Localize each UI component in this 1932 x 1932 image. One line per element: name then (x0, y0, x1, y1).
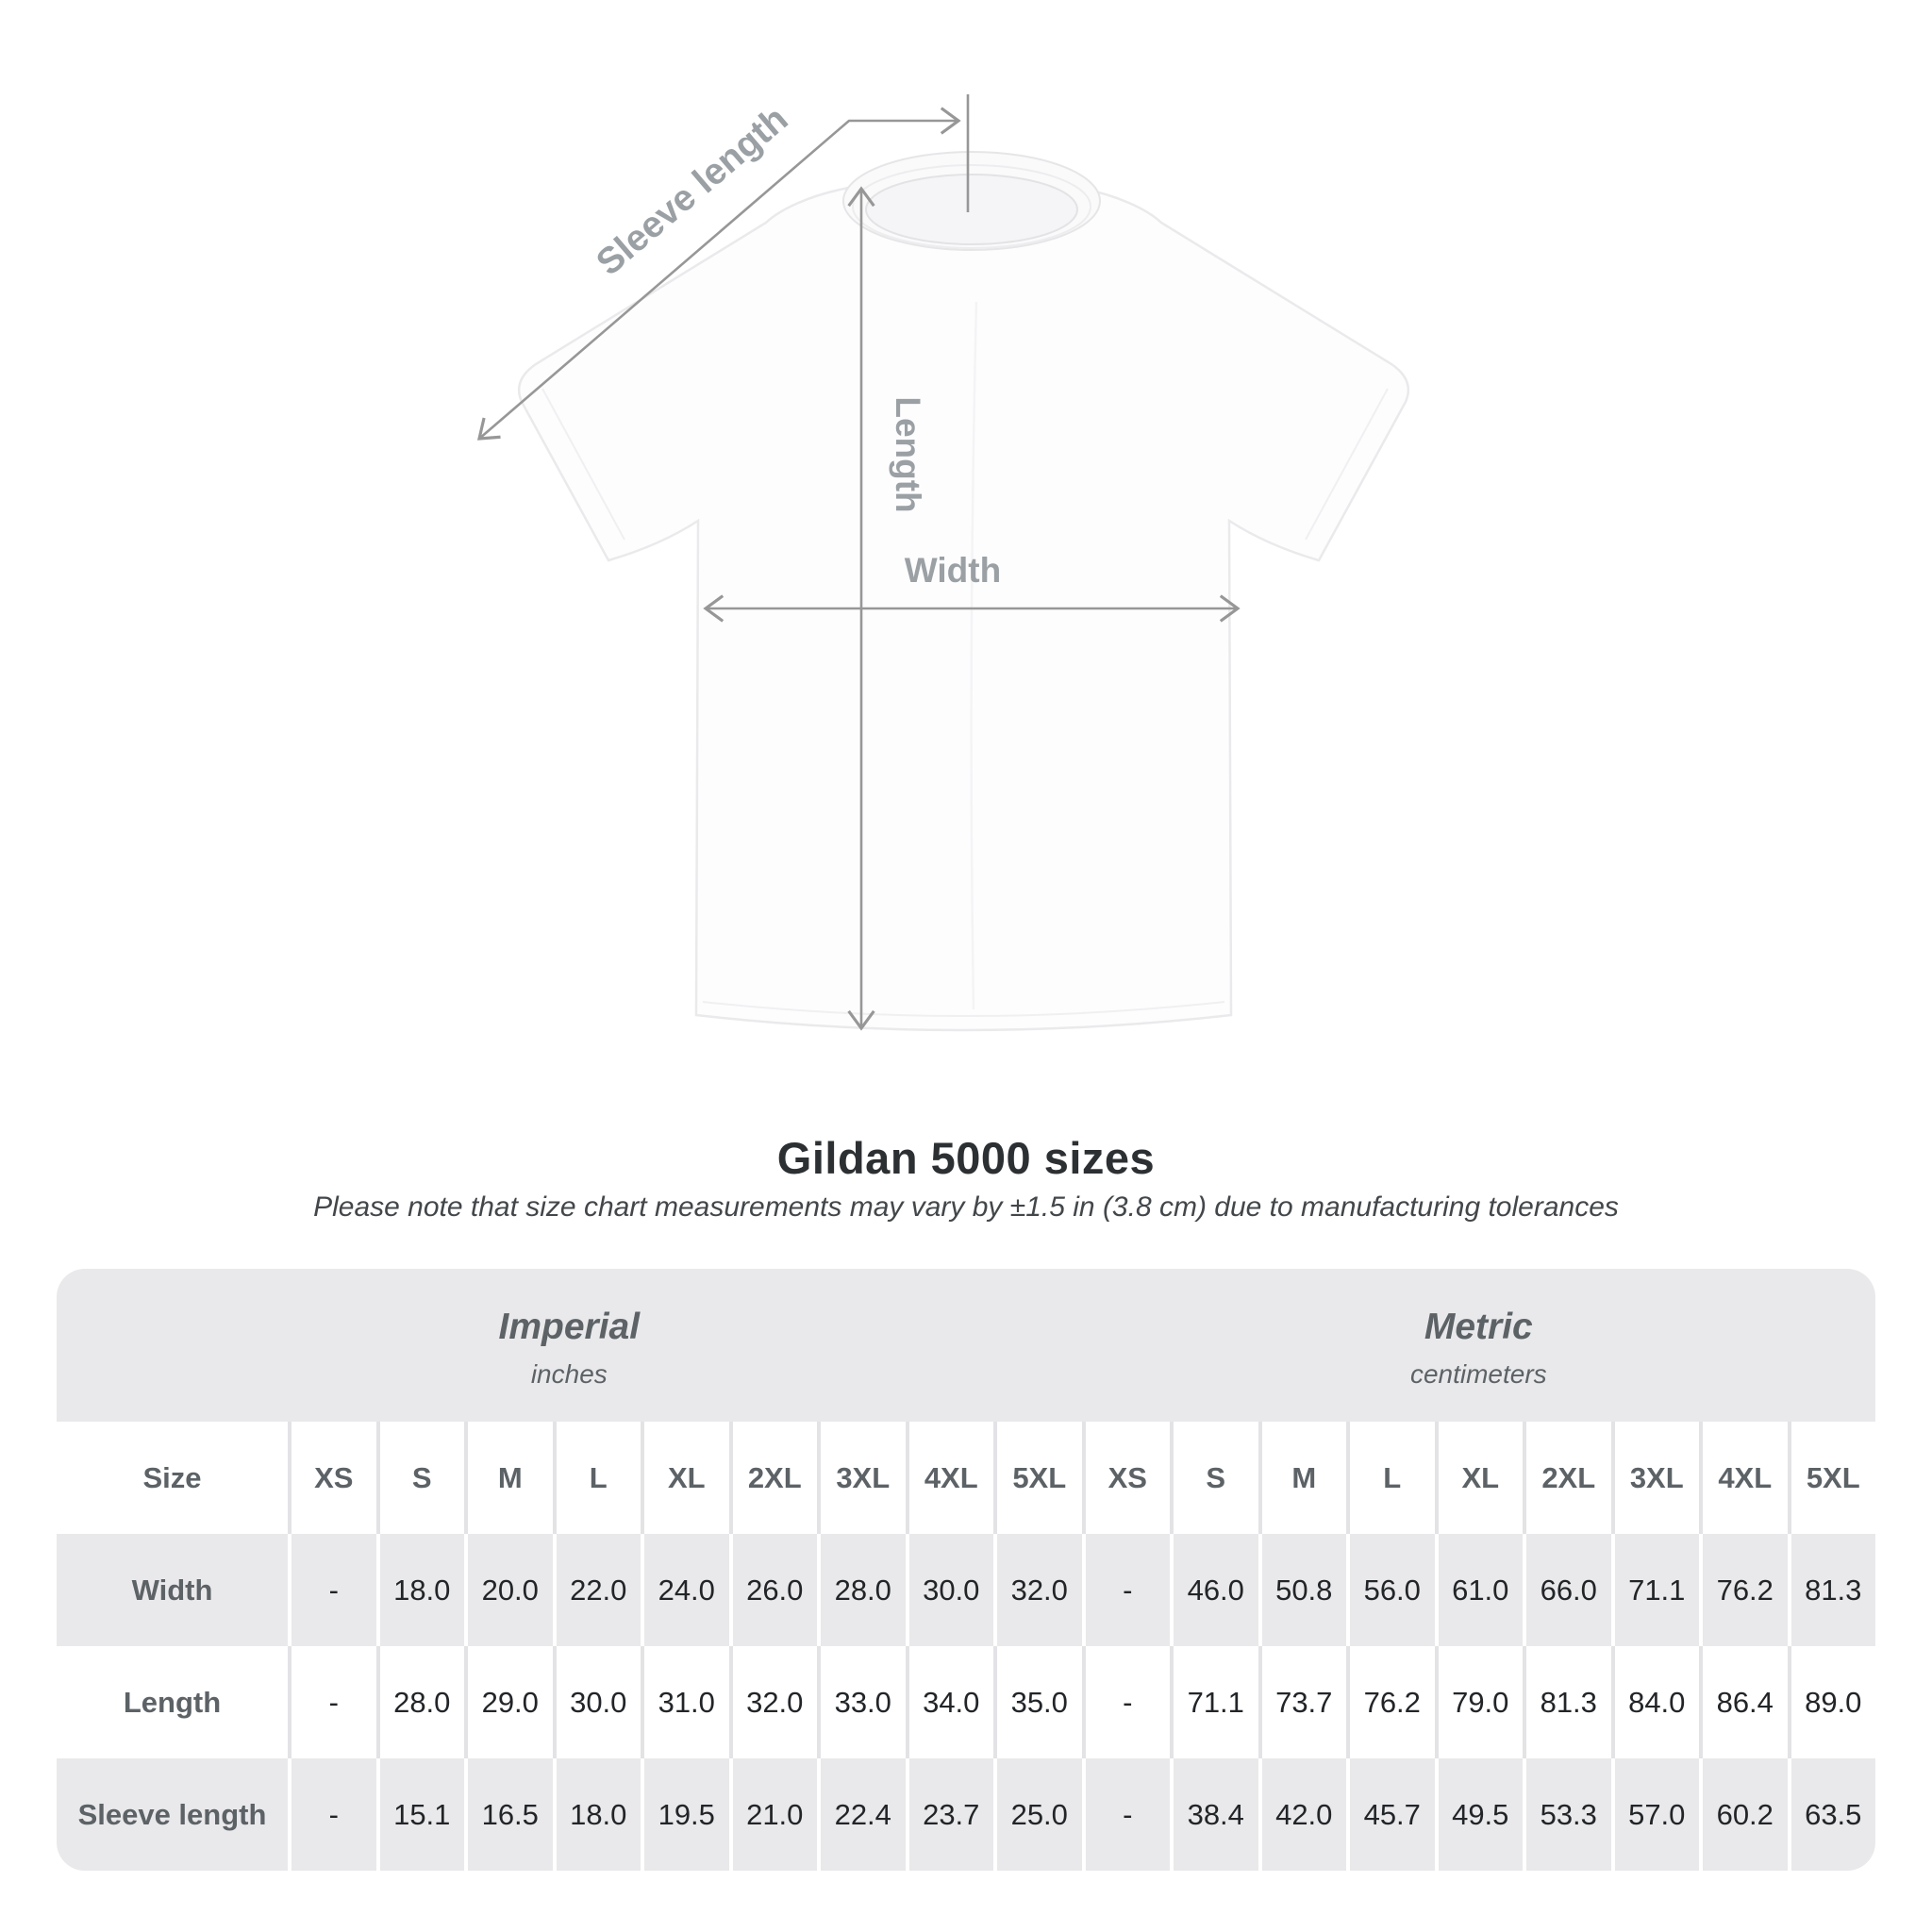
value-cell: 18.0 (375, 1534, 465, 1646)
value-cell: 50.8 (1257, 1534, 1347, 1646)
imperial-unit: inches (530, 1359, 608, 1389)
size-col-header: XS (1081, 1422, 1171, 1534)
collar-inner (865, 174, 1078, 245)
value-cell: 61.0 (1434, 1534, 1524, 1646)
value-cell: 81.3 (1787, 1534, 1876, 1646)
value-cell: 45.7 (1346, 1758, 1435, 1871)
page-title: Gildan 5000 sizes (776, 1133, 1156, 1183)
value-cell: 30.0 (905, 1534, 994, 1646)
value-cell: 30.0 (552, 1646, 641, 1758)
imperial-header: Imperial inches (57, 1269, 1082, 1422)
value-cell: 63.5 (1787, 1758, 1876, 1871)
sleeve-length-arrow (476, 107, 961, 441)
value-cell: - (288, 1758, 376, 1871)
value-cell: 57.0 (1610, 1758, 1700, 1871)
size-col-header: 5XL (1787, 1422, 1876, 1534)
value-cell: 15.1 (375, 1758, 465, 1871)
value-cell: 42.0 (1257, 1758, 1347, 1871)
tshirt-diagram: Sleeve length Length Width (476, 94, 1410, 1032)
tshirt-measurement-figure: Sleeve length Length Width (476, 94, 1410, 1032)
value-cell: 81.3 (1523, 1646, 1611, 1758)
value-cell: 22.0 (552, 1534, 641, 1646)
value-cell: 31.0 (641, 1646, 729, 1758)
value-cell: 35.0 (993, 1646, 1082, 1758)
value-cell: 28.0 (817, 1534, 906, 1646)
value-cell: 20.0 (464, 1534, 553, 1646)
value-cell: 16.5 (464, 1758, 553, 1871)
size-col-header: S (1170, 1422, 1258, 1534)
value-cell: 33.0 (817, 1646, 906, 1758)
size-col-header: XL (641, 1422, 729, 1534)
size-col-header: 3XL (817, 1422, 906, 1534)
value-cell: 76.2 (1699, 1534, 1788, 1646)
value-cell: 18.0 (552, 1758, 641, 1871)
size-header-row: Size XS S M L XL 2XL 3XL 4XL 5XL XS S M … (57, 1422, 1875, 1534)
value-cell: 22.4 (817, 1758, 906, 1871)
size-col-header: 2XL (1523, 1422, 1611, 1534)
value-cell: 76.2 (1346, 1646, 1435, 1758)
size-col-header: 4XL (905, 1422, 994, 1534)
value-cell: - (288, 1534, 376, 1646)
value-cell: 89.0 (1787, 1646, 1876, 1758)
tolerance-note: Please note that size chart measurements… (313, 1191, 1619, 1223)
value-cell: 34.0 (905, 1646, 994, 1758)
size-col-header: M (1257, 1422, 1347, 1534)
size-col-header: L (1346, 1422, 1435, 1534)
unit-header-band: Imperial inches Metric centimeters (57, 1269, 1875, 1422)
row-label: Width (131, 1573, 213, 1607)
value-cell: 32.0 (993, 1534, 1082, 1646)
width-annotation: Width (703, 551, 1241, 623)
size-col-header: M (464, 1422, 553, 1534)
size-col-header: L (552, 1422, 641, 1534)
value-cell: - (1081, 1758, 1171, 1871)
width-label: Width (905, 551, 1001, 590)
value-cell: 49.5 (1434, 1758, 1524, 1871)
value-cell: 32.0 (728, 1646, 818, 1758)
size-col-header: 3XL (1610, 1422, 1700, 1534)
tshirt-silhouette (517, 151, 1410, 1032)
value-cell: 60.2 (1699, 1758, 1788, 1871)
row-label: Length (123, 1685, 222, 1719)
value-cell: 56.0 (1346, 1534, 1435, 1646)
size-col-header: 4XL (1699, 1422, 1788, 1534)
table-row-width: Width - 18.0 20.0 22.0 24.0 26.0 28.0 30… (57, 1534, 1875, 1646)
size-header-cell: Size (142, 1460, 202, 1494)
size-col-header: 5XL (993, 1422, 1082, 1534)
value-cell: - (288, 1646, 376, 1758)
value-cell: 24.0 (641, 1534, 729, 1646)
value-cell: 38.4 (1170, 1758, 1258, 1871)
value-cell: 79.0 (1434, 1646, 1524, 1758)
size-col-header: 2XL (728, 1422, 818, 1534)
value-cell: 86.4 (1699, 1646, 1788, 1758)
value-cell: 29.0 (464, 1646, 553, 1758)
value-cell: 28.0 (375, 1646, 465, 1758)
metric-header: Metric centimeters (1082, 1269, 1875, 1422)
value-cell: 53.3 (1523, 1758, 1611, 1871)
size-col-header: XS (288, 1422, 376, 1534)
row-label: Sleeve length (77, 1797, 267, 1831)
value-cell: 66.0 (1523, 1534, 1611, 1646)
value-cell: 19.5 (641, 1758, 729, 1871)
value-cell: 73.7 (1257, 1646, 1347, 1758)
length-label: Length (889, 396, 927, 512)
metric-title: Metric (1424, 1307, 1533, 1347)
value-cell: 46.0 (1170, 1534, 1258, 1646)
size-col-header: S (375, 1422, 465, 1534)
size-col-header: XL (1434, 1422, 1524, 1534)
value-cell: - (1081, 1646, 1171, 1758)
value-cell: 84.0 (1610, 1646, 1700, 1758)
value-cell: - (1081, 1534, 1171, 1646)
value-cell: 71.1 (1170, 1646, 1258, 1758)
table-row-sleeve-length: Sleeve length - 15.1 16.5 18.0 19.5 21.0… (57, 1758, 1875, 1871)
imperial-title: Imperial (498, 1307, 641, 1347)
value-cell: 26.0 (728, 1534, 818, 1646)
table-row-length: Length - 28.0 29.0 30.0 31.0 32.0 33.0 3… (57, 1646, 1875, 1758)
value-cell: 21.0 (728, 1758, 818, 1871)
value-cell: 71.1 (1610, 1534, 1700, 1646)
value-cell: 23.7 (905, 1758, 994, 1871)
value-cell: 25.0 (993, 1758, 1082, 1871)
metric-unit: centimeters (1409, 1359, 1547, 1389)
size-table: Imperial inches Metric centimeters Size … (57, 1269, 1875, 1871)
